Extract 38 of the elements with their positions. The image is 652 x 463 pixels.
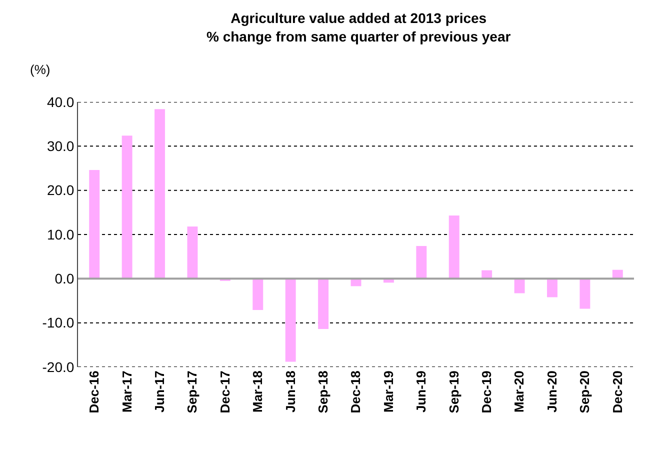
y-tick-label: 0.0 bbox=[54, 270, 74, 287]
x-tick-label: Sep-17 bbox=[184, 370, 200, 414]
bar bbox=[252, 278, 264, 310]
x-tick-label: Mar-19 bbox=[380, 370, 396, 413]
bar bbox=[285, 278, 296, 362]
x-tick-label: Mar-20 bbox=[512, 370, 527, 413]
bar bbox=[89, 170, 100, 279]
bar bbox=[514, 278, 525, 294]
x-tick-label: Jun-20 bbox=[544, 370, 560, 413]
x-tick-label: Mar-17 bbox=[119, 370, 134, 413]
bar bbox=[187, 226, 198, 279]
bar bbox=[416, 246, 427, 279]
bar bbox=[547, 278, 558, 298]
y-tick-label: 10.0 bbox=[46, 226, 74, 242]
x-tick-label: Dec-19 bbox=[479, 370, 494, 414]
x-tick-label: Jun-17 bbox=[152, 370, 167, 413]
x-tick-label: Dec-18 bbox=[348, 370, 364, 414]
y-tick-label: 20.0 bbox=[46, 182, 74, 198]
x-tick-label: Sep-20 bbox=[577, 370, 592, 414]
y-tick-label: -10.0 bbox=[42, 314, 74, 331]
x-tick-label: Mar-18 bbox=[250, 370, 266, 413]
bar bbox=[580, 278, 590, 309]
x-tick-label: Jun-18 bbox=[282, 370, 298, 413]
bar bbox=[448, 216, 460, 279]
bar bbox=[122, 136, 132, 279]
y-tick-label: 30.0 bbox=[46, 138, 74, 154]
y-axis-title: (%) bbox=[30, 62, 50, 77]
x-tick-label: Dec-17 bbox=[217, 370, 232, 414]
y-tick-label: -20.0 bbox=[42, 358, 74, 375]
x-tick-label: Dec-16 bbox=[86, 370, 102, 414]
y-tick-label: 40.0 bbox=[46, 94, 74, 110]
x-tick-label: Sep-18 bbox=[316, 370, 331, 414]
bar bbox=[318, 278, 329, 330]
bar bbox=[154, 109, 165, 279]
x-tick-label: Jun-19 bbox=[414, 370, 429, 413]
x-tick-label: Dec-20 bbox=[610, 370, 625, 414]
chart-title: Agriculture value added at 2013 prices % change from same quarter of previous year bbox=[206, 10, 512, 44]
x-tick-label: Sep-19 bbox=[446, 370, 462, 414]
